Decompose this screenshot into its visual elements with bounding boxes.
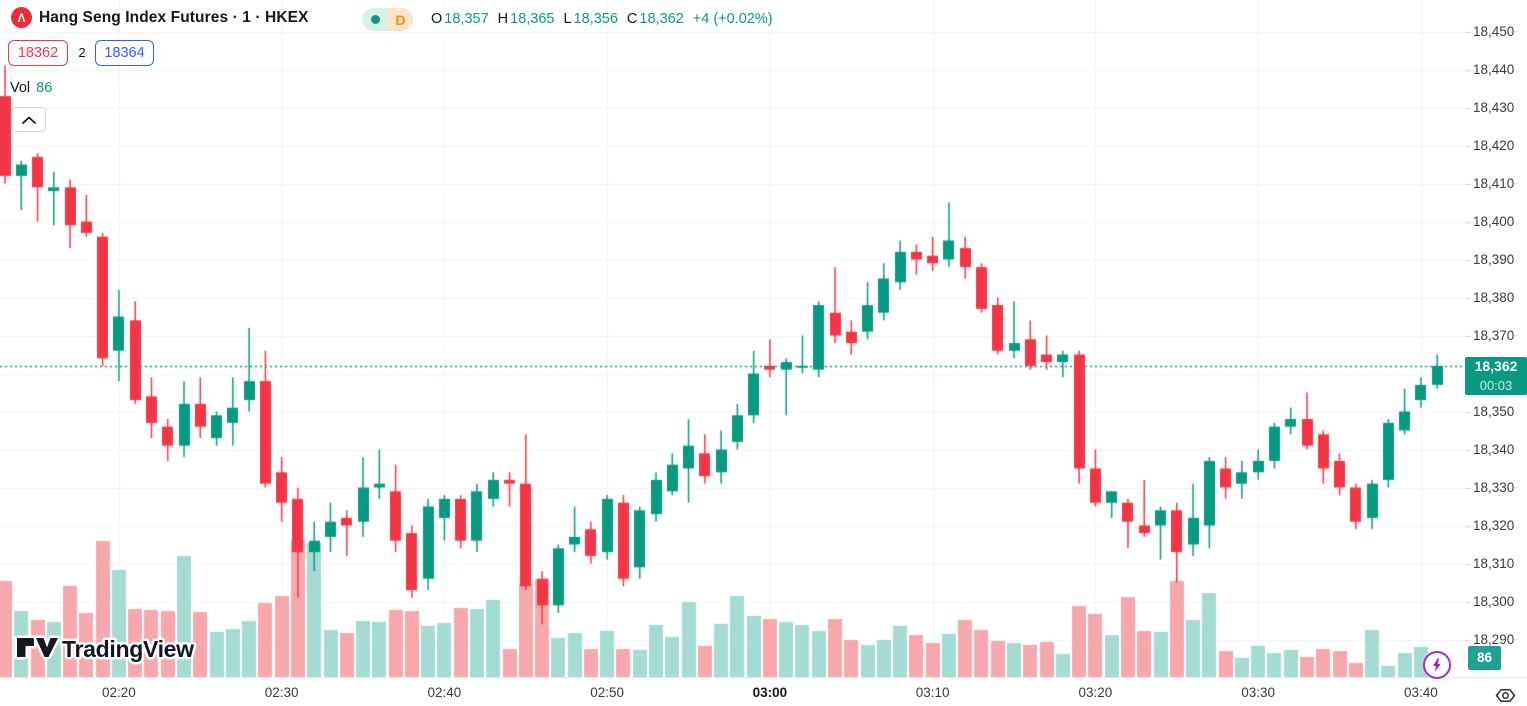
ohlc-item-c: C 18,362: [626, 11, 684, 27]
time-tick-label: 03:20: [1078, 685, 1113, 700]
lightning-bolt-icon: [1433, 658, 1441, 672]
ohlc-item-h: H 18,365: [497, 11, 555, 27]
price-tick-label: 18,420: [1473, 137, 1515, 153]
price-tick-label: 18,300: [1473, 593, 1515, 609]
volume-axis-badge: 86: [1468, 645, 1501, 670]
volume-value: 86: [36, 80, 53, 96]
price-tick-label: 18,290: [1473, 631, 1515, 647]
market-status-segment: [362, 8, 388, 31]
price-tick-label: 18,350: [1473, 403, 1515, 419]
price-tick-label: 18,370: [1473, 327, 1515, 343]
ask-button[interactable]: 18364: [95, 40, 154, 66]
time-tick-label: 02:30: [264, 685, 299, 700]
spread-value: 2: [78, 45, 86, 60]
change-readout: +4 (+0.02%): [692, 11, 773, 27]
price-tick-label: 18,390: [1473, 251, 1515, 267]
bid-price: 18362: [17, 45, 59, 61]
ohlc-item-o: O 18,357: [431, 11, 489, 27]
time-tick-label: 03:40: [1404, 685, 1438, 700]
tradingview-watermark[interactable]: TradingView: [12, 630, 242, 666]
volume-indicator-legend: Vol 86: [10, 80, 52, 96]
price-tick-label: 18,330: [1473, 479, 1515, 495]
ohlc-readout: O 18,357 H 18,365 L 18,356 C 18,362 +4 (+0.02%): [431, 11, 773, 27]
price-tick-label: 18,430: [1473, 99, 1515, 115]
tradingview-logo-icon: [14, 635, 37, 660]
symbol-logo: Λ: [11, 7, 32, 28]
symbol-title[interactable]: Hang Seng Index Futures · 1 · HKEX: [39, 9, 309, 26]
price-tick-label: 18,310: [1473, 555, 1515, 571]
ohlc-item-l: L 18,356: [563, 11, 618, 27]
symbol-logo-letter: Λ: [17, 10, 26, 25]
last-price-value: 18,362: [1474, 357, 1518, 374]
ask-price: 18364: [104, 45, 145, 61]
volume-label: Vol: [10, 80, 31, 96]
watermark-text: TradingView: [62, 636, 194, 662]
tradingview-logo-icon-v: [33, 635, 61, 660]
market-status-dot-icon: [370, 15, 380, 24]
volume-axis-value: 86: [1476, 650, 1493, 666]
chevron-up-icon: [21, 116, 36, 124]
bar-countdown: 00:03: [1479, 377, 1513, 393]
last-price-badge: 18,362 00:03: [1465, 356, 1527, 395]
price-tick-label: 18,320: [1473, 517, 1515, 533]
bid-button[interactable]: 18362: [8, 40, 68, 66]
price-tick-label: 18,400: [1473, 213, 1515, 229]
collapse-legend-button[interactable]: [11, 107, 46, 132]
price-tick-label: 18,440: [1473, 61, 1515, 77]
time-tick-label: 02:20: [102, 685, 136, 700]
price-tick-label: 18,450: [1473, 23, 1515, 39]
price-tick-label: 18,340: [1473, 441, 1515, 457]
instant-trading-button[interactable]: [1423, 651, 1451, 679]
interval-letter: D: [388, 8, 413, 31]
time-tick-label: 03:00: [752, 685, 788, 700]
axis-settings-icon[interactable]: [1492, 686, 1519, 705]
price-tick-label: 18,380: [1473, 289, 1515, 305]
time-tick-label: 03:10: [915, 685, 950, 700]
time-tick-label: 02:40: [427, 685, 462, 700]
interval-badge[interactable]: D: [362, 8, 413, 31]
time-tick-label: 02:50: [590, 685, 625, 700]
price-tick-label: 18,410: [1473, 175, 1515, 191]
time-tick-label: 03:30: [1241, 685, 1276, 700]
